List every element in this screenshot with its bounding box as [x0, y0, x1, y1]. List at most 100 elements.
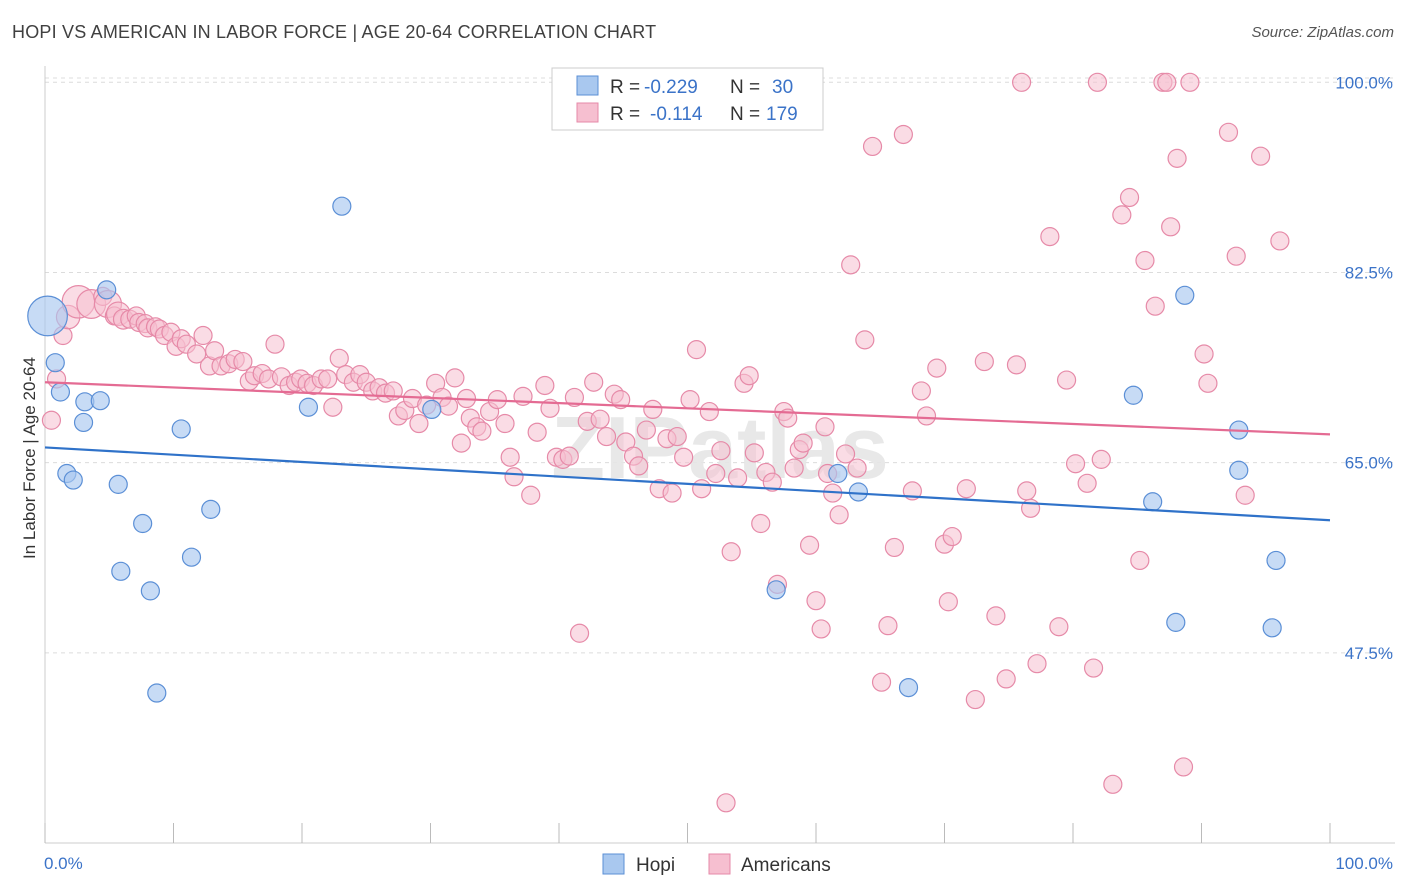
bottom-legend-americans: Americans: [741, 855, 831, 876]
americans-point: [938, 592, 958, 612]
americans-point: [893, 124, 913, 145]
americans-point: [716, 793, 736, 813]
americans-point: [1083, 658, 1104, 678]
americans-point: [996, 669, 1016, 689]
americans-point: [193, 325, 213, 346]
americans-trend-line: [44, 381, 1331, 436]
americans-point: [1173, 757, 1194, 777]
americans-point: [965, 689, 985, 710]
hopi-point: [298, 397, 319, 417]
americans-point: [1130, 550, 1150, 571]
legend-hopi-r-value: -0.229: [644, 77, 698, 98]
americans-point: [1194, 344, 1214, 364]
hopi-point: [201, 499, 221, 519]
hopi-point: [181, 547, 202, 567]
hopi-point: [73, 412, 94, 433]
americans-point: [584, 372, 604, 392]
americans-point: [590, 409, 610, 429]
hopi-point: [90, 391, 110, 411]
americans-point: [1180, 72, 1200, 92]
hopi-point: [828, 463, 848, 484]
americans-point: [1017, 481, 1037, 501]
y-tick-label: 65.0%: [1345, 454, 1393, 473]
americans-point: [862, 136, 883, 157]
legend-box: R = -0.229 N = 30 R = -0.114 N = 179: [551, 67, 824, 131]
americans-point: [974, 351, 994, 372]
americans-point: [1087, 72, 1108, 92]
americans-point: [744, 443, 764, 463]
americans-point: [728, 468, 748, 488]
americans-point: [1161, 217, 1181, 237]
americans-point: [739, 366, 759, 386]
americans-point: [1218, 122, 1239, 142]
americans-point: [784, 458, 804, 478]
americans-point: [1103, 774, 1123, 794]
trend-lines: [44, 381, 1331, 522]
hopi-point: [50, 382, 71, 402]
legend-hopi-r-label: R =: [610, 77, 640, 98]
americans-point: [799, 535, 820, 555]
americans-point: [1091, 449, 1111, 469]
americans-point: [1145, 296, 1165, 316]
americans-point: [835, 444, 856, 464]
legend-hopi-n-label: N =: [730, 77, 760, 98]
legend-americans-n-value: 179: [766, 104, 798, 125]
americans-point: [564, 387, 585, 408]
americans-points: [41, 72, 1290, 813]
hopi-point: [1229, 460, 1249, 480]
americans-point: [636, 420, 656, 440]
americans-point: [1056, 370, 1077, 390]
americans-point: [1270, 231, 1290, 251]
americans-point: [762, 472, 782, 492]
americans-point: [674, 447, 694, 467]
hopi-point: [422, 399, 442, 420]
americans-point: [527, 422, 547, 442]
americans-point: [1135, 250, 1155, 271]
americans-point: [699, 401, 719, 422]
americans-point: [1049, 617, 1069, 637]
legend-americans-swatch: [576, 102, 599, 123]
americans-point: [451, 433, 471, 453]
tick-labels: 47.5% 65.0% 82.5% 100.0% 0.0% 100.0%: [44, 73, 1393, 873]
americans-point: [878, 616, 898, 636]
americans-point: [1119, 187, 1140, 208]
americans-point: [559, 446, 579, 466]
americans-point: [521, 485, 541, 505]
americans-point: [815, 417, 835, 437]
americans-point: [1027, 654, 1047, 674]
x-tick-label-end: 100.0%: [1335, 854, 1393, 873]
americans-point: [686, 340, 707, 360]
americans-point: [942, 526, 962, 547]
americans-point: [41, 410, 62, 430]
americans-point: [1065, 454, 1086, 474]
americans-point: [986, 606, 1006, 626]
americans-point: [445, 368, 465, 388]
hopi-point: [1123, 385, 1143, 405]
hopi-point: [97, 280, 117, 300]
americans-point: [1235, 485, 1255, 505]
hopi-point: [1266, 550, 1286, 571]
hopi-point: [108, 474, 128, 494]
americans-point: [409, 413, 429, 434]
americans-point: [667, 426, 687, 447]
americans-point: [751, 513, 771, 534]
hopi-points: [27, 196, 1286, 703]
americans-point: [1011, 72, 1032, 92]
hopi-point: [171, 419, 191, 439]
americans-point: [855, 330, 875, 350]
americans-point: [1112, 205, 1132, 225]
hopi-point: [63, 470, 83, 490]
americans-point: [233, 351, 253, 372]
legend-hopi-n-value: 30: [772, 77, 793, 98]
americans-point: [265, 334, 285, 354]
americans-point: [927, 358, 947, 378]
americans-point: [495, 413, 515, 434]
americans-point: [956, 479, 976, 499]
americans-point: [662, 483, 682, 503]
americans-point: [706, 463, 726, 484]
americans-point: [871, 672, 892, 692]
americans-point: [318, 369, 338, 389]
americans-point: [916, 406, 937, 426]
hopi-point: [332, 196, 352, 216]
